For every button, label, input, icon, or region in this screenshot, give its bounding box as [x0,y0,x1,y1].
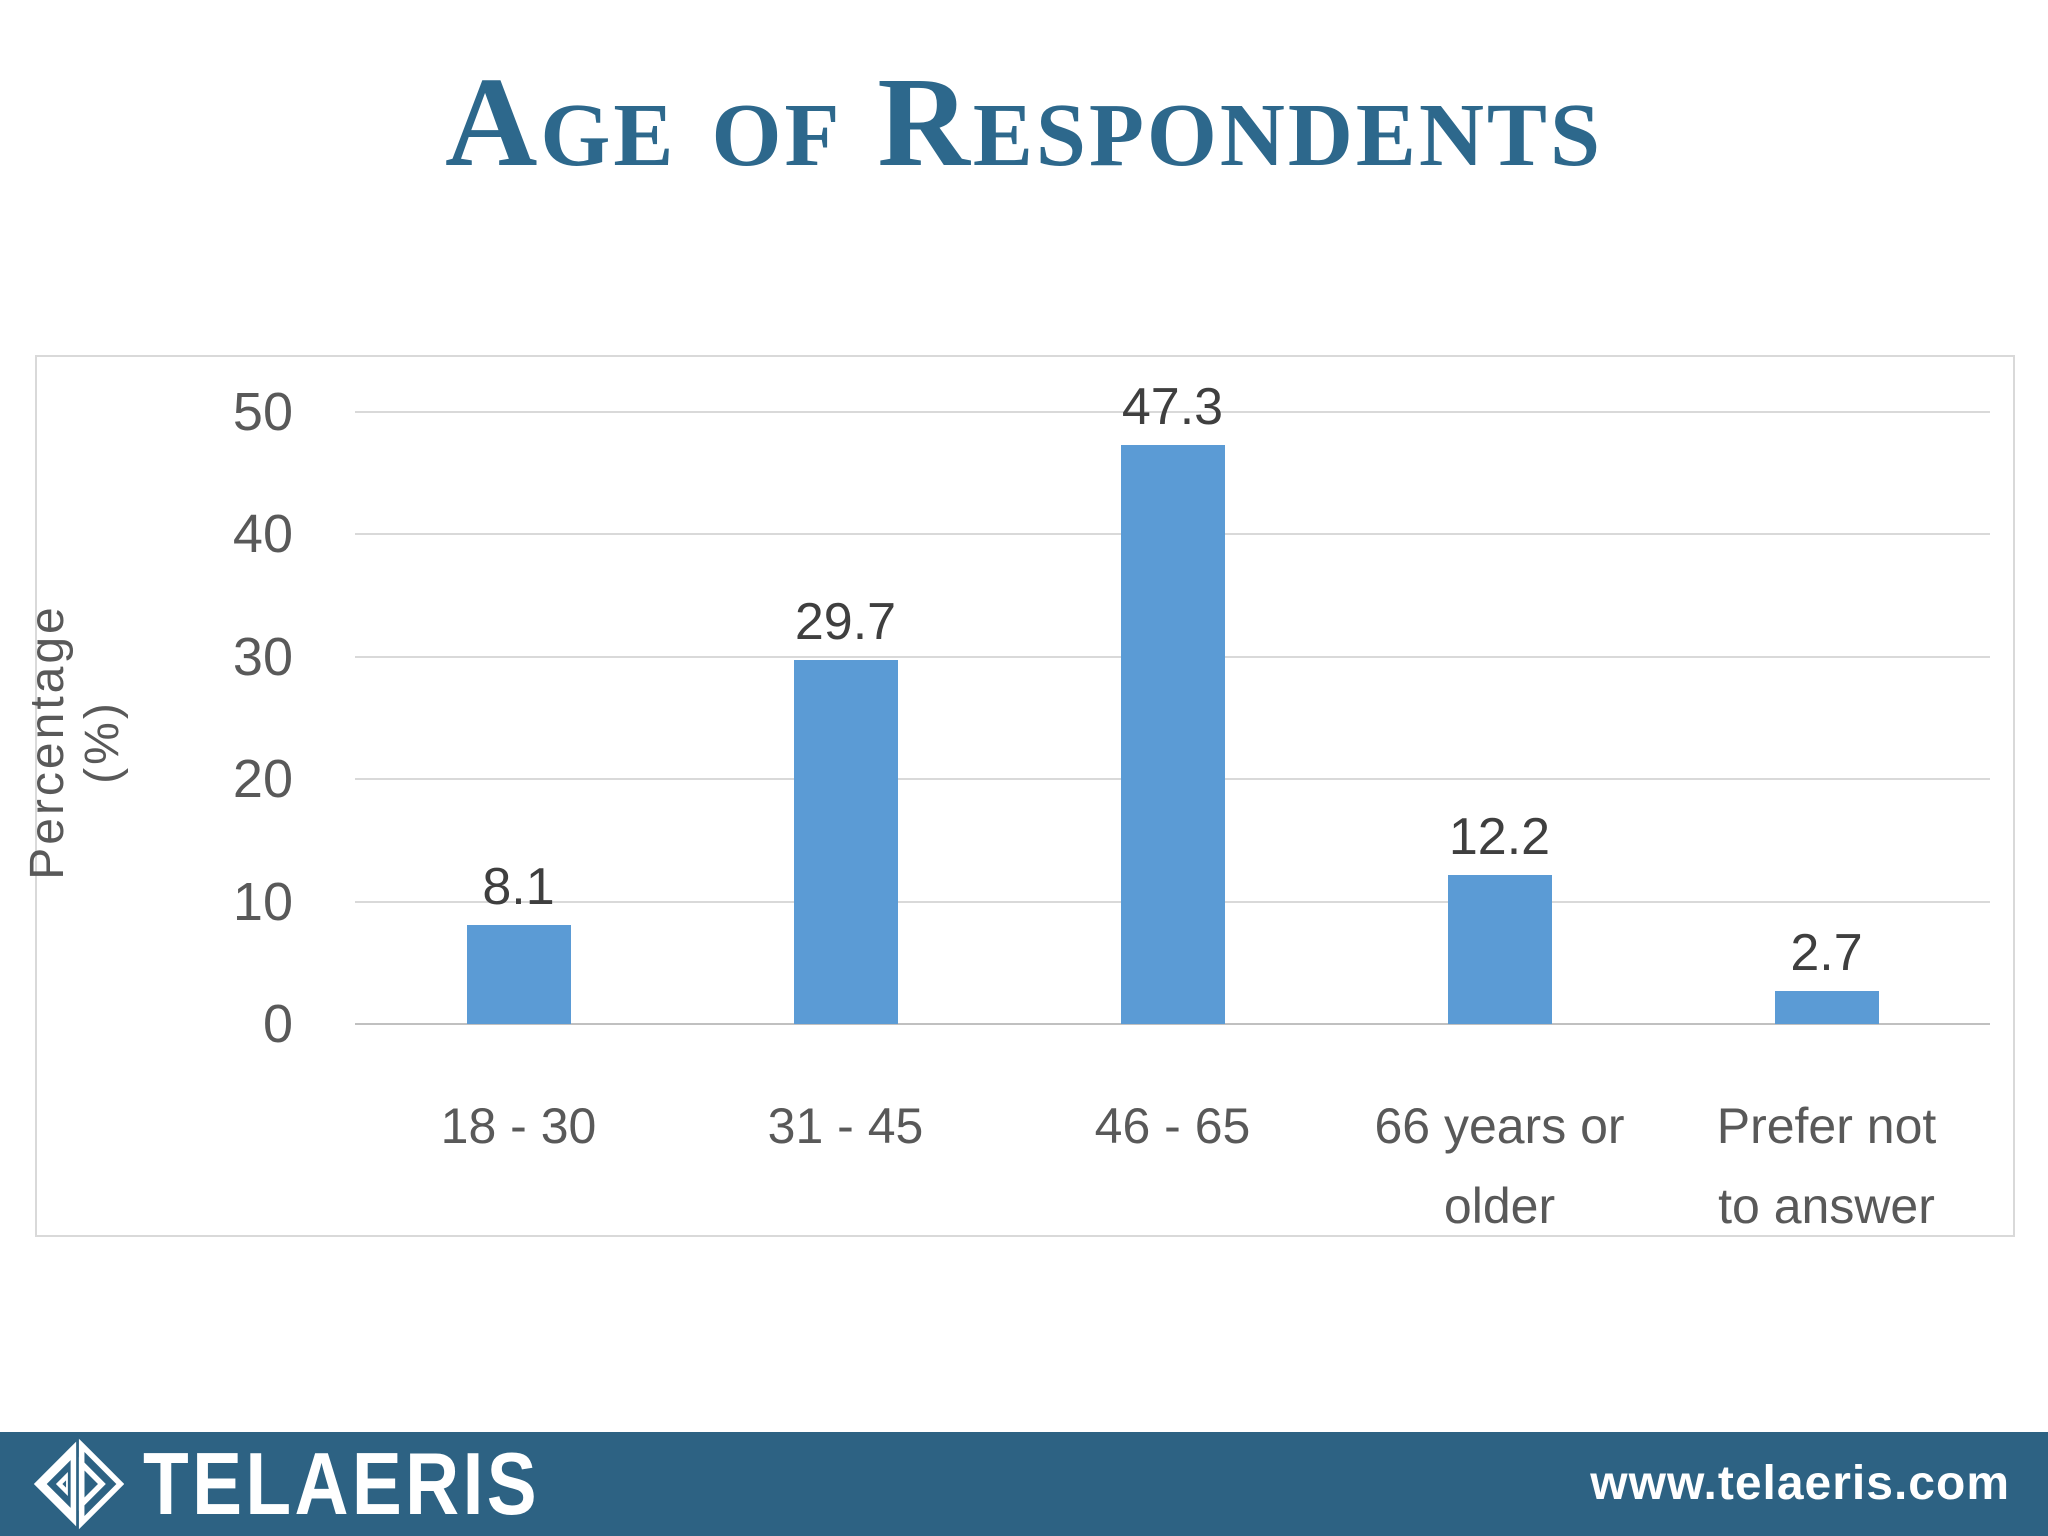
y-tick-label: 20 [232,749,293,810]
gridline [355,411,1990,413]
brand-wordmark: TELAERIS [143,1434,541,1533]
bar-1 [466,924,571,1024]
bar-4 [1447,874,1552,1024]
plot-area: 50 40 30 20 10 0 8.1 18 - 30 29.7 31 - 45 47.3 46 -… [37,357,2013,1235]
bar-2 [793,660,898,1024]
bar-value-label: 29.7 [794,593,897,652]
chart-panel: Percentage (%) 50 40 30 20 10 0 8.1 18 - 30 29.7… [21,355,2015,1237]
x-category-label: Prefer not to answer [1716,1098,1937,1234]
bar-value-label: 8.1 [482,857,555,916]
telaeris-logo-icon [33,1438,124,1530]
x-axis-line [355,1023,1990,1025]
bar-value-label: 2.7 [1790,923,1863,982]
y-tick-label: 30 [232,626,293,687]
website-url: www.telaeris.com [1590,1457,2010,1510]
bar-value-label: 12.2 [1448,807,1551,866]
x-category-label: 31 - 45 [767,1098,924,1154]
x-category-label: 46 - 65 [1094,1098,1251,1154]
bar-5 [1774,990,1879,1024]
page-title: Age of Respondents [444,51,1604,193]
y-tick-label: 10 [232,871,293,932]
bar-3 [1120,445,1225,1024]
bar-value-label: 47.3 [1121,378,1224,437]
x-category-label: 18 - 30 [440,1098,597,1154]
x-category-label: 66 years or older [1374,1098,1625,1234]
y-tick-label: 40 [232,504,293,565]
y-tick-label: 0 [262,994,293,1054]
footer-bar: TELAERIS www.telaeris.com [0,1432,2048,1536]
y-tick-label: 50 [232,382,293,442]
